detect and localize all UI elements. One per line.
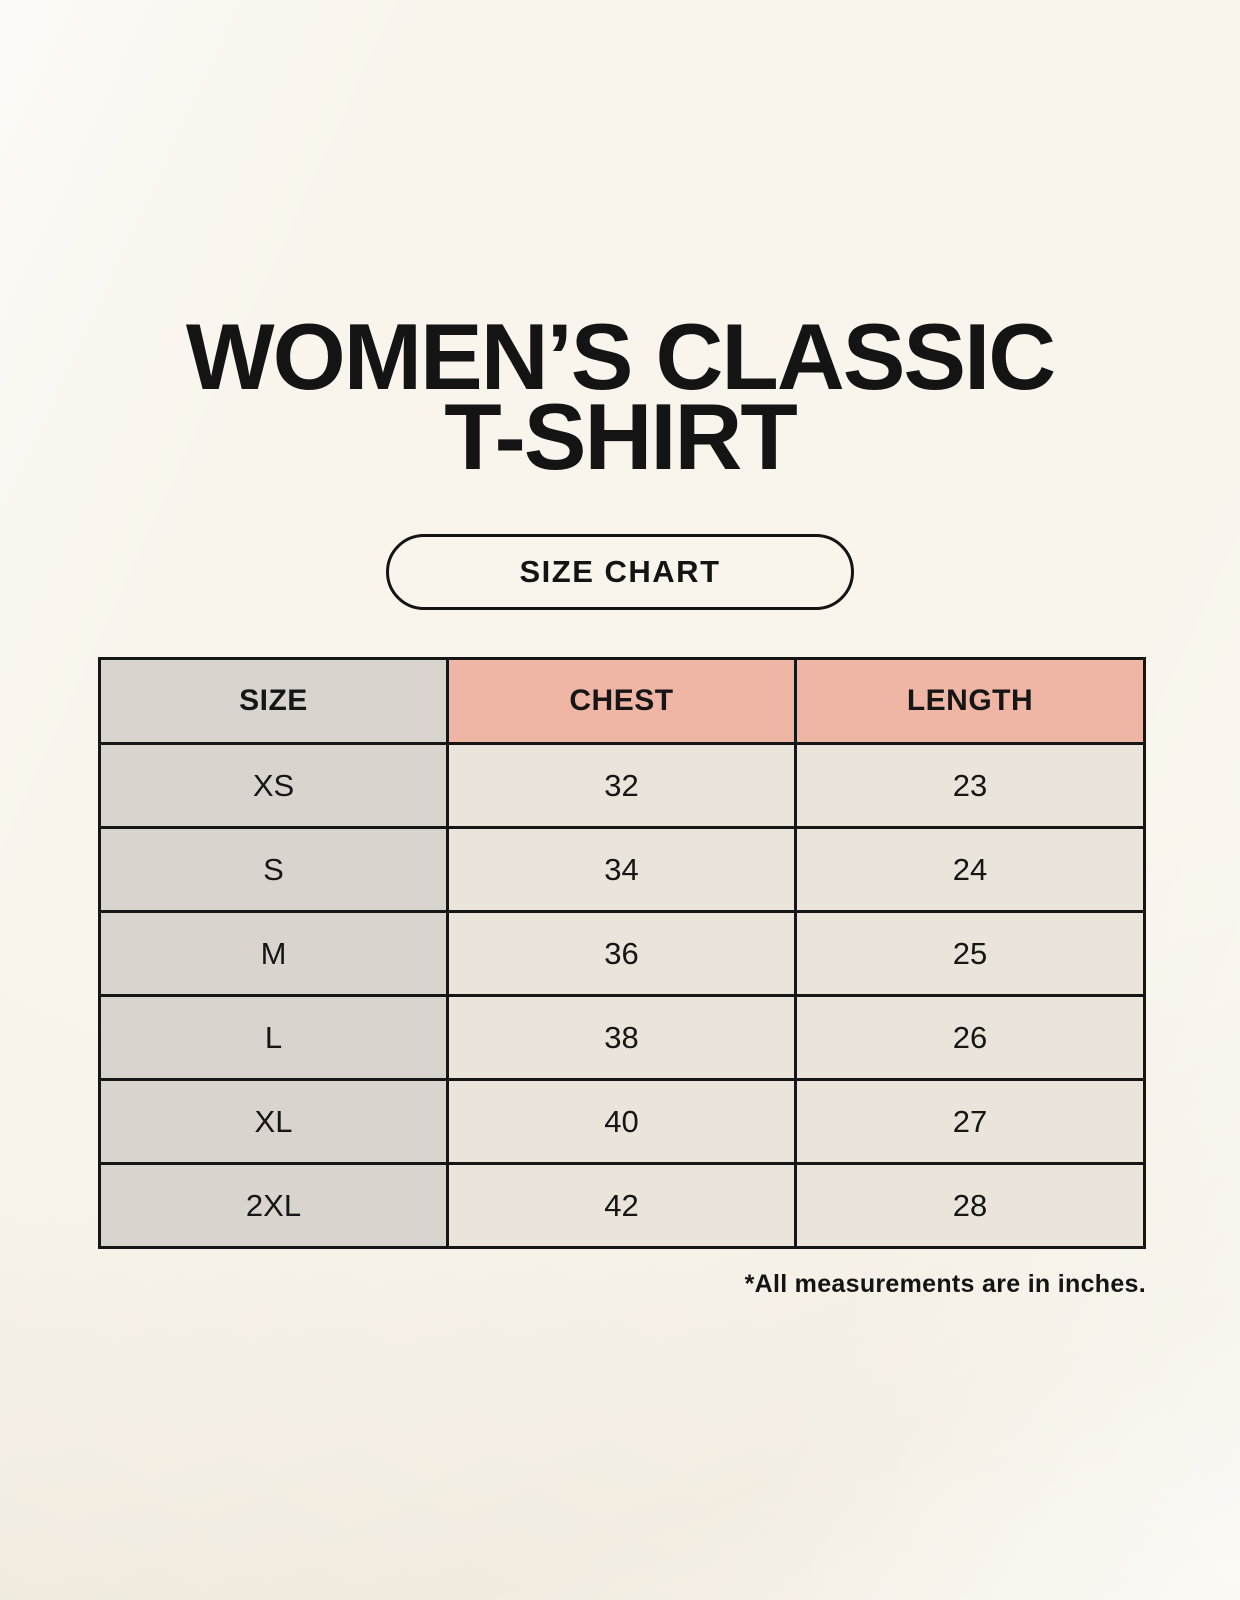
- chest-value-cell: 36: [445, 910, 797, 997]
- chest-value-cell: 40: [445, 1078, 797, 1165]
- page-title: WOMEN’S CLASSIC T-SHIRT: [185, 304, 1056, 489]
- size-row-xs: XS 32 23: [98, 742, 1147, 829]
- size-chart-table-container: SIZE CHEST LENGTH XS 32 23 S 34 24 M: [98, 657, 1147, 1249]
- length-value-cell: 26: [793, 994, 1147, 1081]
- size-row-2xl: 2XL 42 28: [98, 1162, 1147, 1249]
- length-value-cell: 25: [793, 910, 1147, 997]
- column-header-size: SIZE: [98, 657, 449, 745]
- size-label-cell: S: [98, 826, 449, 913]
- length-value-cell: 24: [793, 826, 1147, 913]
- column-header-length: LENGTH: [793, 657, 1147, 745]
- chest-value-cell: 34: [445, 826, 797, 913]
- size-label-cell: XL: [98, 1078, 449, 1165]
- size-row-s: S 34 24: [98, 826, 1147, 913]
- column-header-chest: CHEST: [445, 657, 797, 745]
- size-label-cell: 2XL: [98, 1162, 449, 1249]
- size-row-xl: XL 40 27: [98, 1078, 1147, 1165]
- header-row: SIZE CHEST LENGTH: [98, 657, 1147, 745]
- measurements-footnote: *All measurements are in inches.: [744, 1270, 1146, 1298]
- length-value-cell: 23: [793, 742, 1147, 829]
- chest-value-cell: 38: [445, 994, 797, 1081]
- size-label-cell: M: [98, 910, 449, 997]
- length-value-cell: 27: [793, 1078, 1147, 1165]
- chest-value-cell: 32: [445, 742, 797, 829]
- size-label-cell: XS: [98, 742, 449, 829]
- length-value-cell: 28: [793, 1162, 1147, 1249]
- size-chart-table: SIZE CHEST LENGTH XS 32 23 S 34 24 M: [98, 657, 1147, 1249]
- size-label-cell: L: [98, 994, 449, 1081]
- size-row-m: M 36 25: [98, 910, 1147, 997]
- size-chart-badge: SIZE CHART: [386, 534, 854, 610]
- size-row-l: L 38 26: [98, 994, 1147, 1081]
- chest-value-cell: 42: [445, 1162, 797, 1249]
